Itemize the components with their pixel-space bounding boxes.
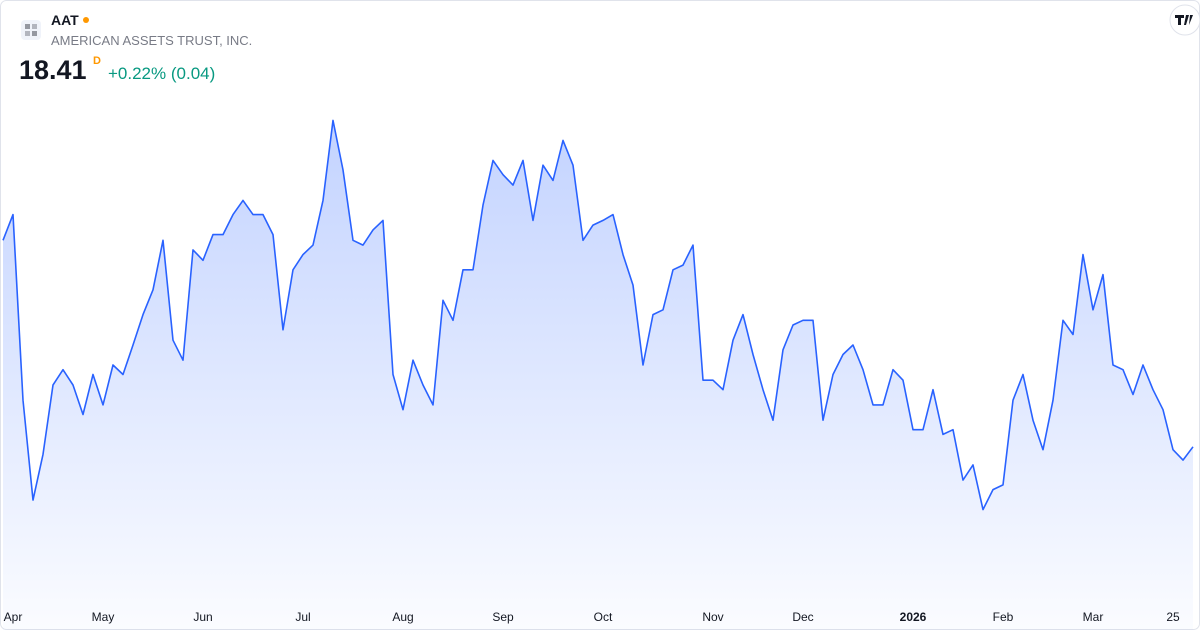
symbol[interactable]: AAT [51, 12, 79, 28]
x-tick-label: Sep [492, 610, 514, 624]
logo-icon [32, 31, 37, 36]
x-tick-label: Dec [792, 610, 813, 624]
tv-logo[interactable] [1175, 15, 1193, 25]
last-price: 18.41 [19, 55, 87, 85]
logo-icon [25, 31, 30, 36]
x-tick-label: Jun [193, 610, 212, 624]
area-fill [3, 120, 1193, 630]
x-tick-label: May [92, 610, 115, 624]
interval: D [93, 55, 101, 67]
status-dot [83, 17, 89, 23]
x-tick-label: Jul [295, 610, 310, 624]
price-line [2, 119, 1194, 511]
logo-icon [32, 24, 37, 29]
x-tick-label: Feb [993, 610, 1014, 624]
x-tick-label: Apr [4, 610, 23, 624]
company-name: AMERICAN ASSETS TRUST, INC. [51, 33, 253, 48]
x-tick-label: Aug [392, 610, 413, 624]
logo-icon [25, 24, 30, 29]
x-tick-label: 2026 [900, 610, 927, 624]
x-tick-label: Mar [1083, 610, 1104, 624]
x-tick-label: Nov [702, 610, 723, 624]
x-tick-label: 25 [1166, 610, 1180, 624]
price-change: +0.22% (0.04) [108, 64, 216, 83]
logo-box [21, 20, 41, 40]
x-tick-label: Oct [594, 610, 613, 624]
